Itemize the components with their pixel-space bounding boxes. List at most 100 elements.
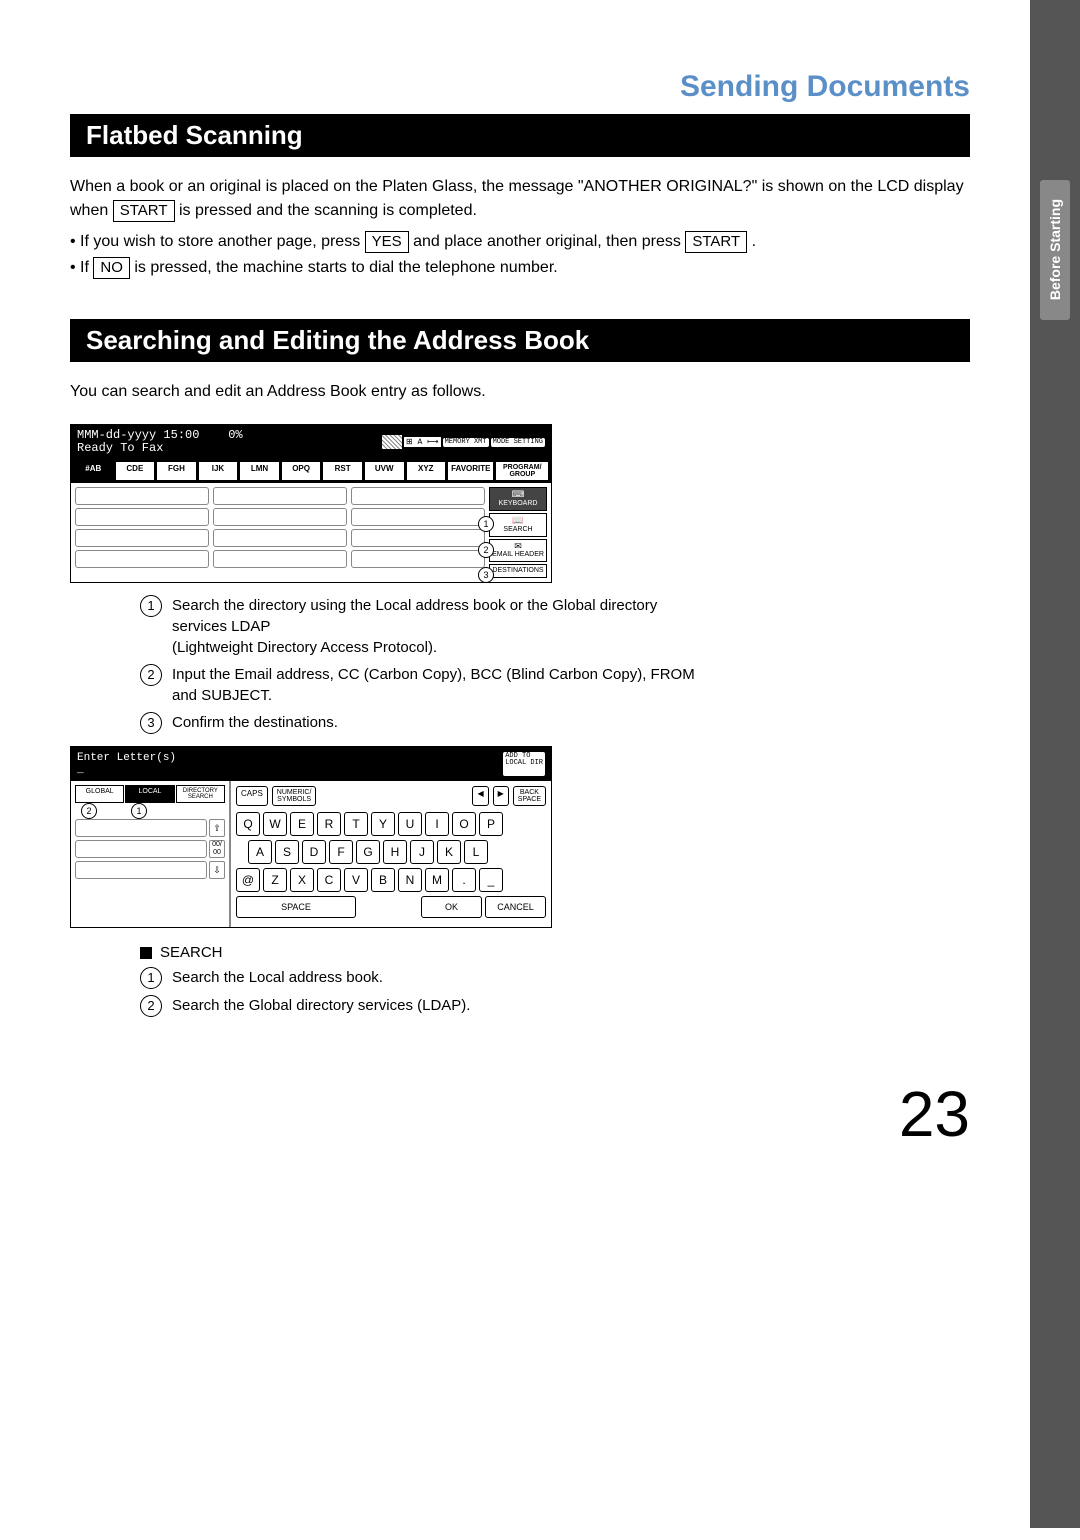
list-slot[interactable] bbox=[75, 819, 207, 837]
page-number: 23 bbox=[70, 1077, 970, 1151]
numeric-symbols-button[interactable]: NUMERIC/ SYMBOLS bbox=[272, 786, 317, 806]
key[interactable]: E bbox=[290, 812, 314, 836]
tab-program-group[interactable]: PROGRAM/ GROUP bbox=[495, 461, 549, 481]
backspace-button[interactable]: BACK SPACE bbox=[513, 786, 546, 806]
key[interactable]: W bbox=[263, 812, 287, 836]
key[interactable]: P bbox=[479, 812, 503, 836]
tab-xyz[interactable]: XYZ bbox=[406, 461, 447, 481]
keyboard-row-2: A S D F G H J K L bbox=[248, 840, 546, 864]
directory-search-tab[interactable]: DIRECTORY SEARCH bbox=[176, 785, 225, 803]
callout-2b: 2 bbox=[81, 803, 97, 819]
section-addressbook-heading: Searching and Editing the Address Book bbox=[70, 319, 970, 362]
step-number: 2 bbox=[140, 995, 162, 1017]
ok-button[interactable]: OK bbox=[421, 896, 482, 918]
key[interactable]: K bbox=[437, 840, 461, 864]
list-slot[interactable] bbox=[75, 840, 207, 858]
key[interactable]: @ bbox=[236, 868, 260, 892]
tab-rst[interactable]: RST bbox=[322, 461, 363, 481]
yes-key: YES bbox=[365, 231, 409, 253]
list-slot[interactable] bbox=[213, 550, 347, 568]
list-slot[interactable] bbox=[351, 529, 485, 547]
cancel-button[interactable]: CANCEL bbox=[485, 896, 546, 918]
list-slot[interactable] bbox=[75, 861, 207, 879]
key[interactable]: Y bbox=[371, 812, 395, 836]
key[interactable]: V bbox=[344, 868, 368, 892]
step-number: 3 bbox=[140, 712, 162, 734]
tab-cde[interactable]: CDE bbox=[115, 461, 156, 481]
list-slot[interactable] bbox=[75, 508, 209, 526]
destinations-button[interactable]: 3 DESTINATIONS bbox=[489, 564, 547, 578]
memory-xmt-button[interactable]: MEMORY XMT bbox=[443, 438, 489, 447]
email-header-button[interactable]: 2 ✉EMAIL HEADER bbox=[489, 539, 547, 563]
list-slot[interactable] bbox=[213, 487, 347, 505]
cursor-left[interactable]: ◀ bbox=[472, 786, 488, 806]
list-slot[interactable] bbox=[351, 550, 485, 568]
keyboard-row-3: @ Z X C V B N M . _ bbox=[236, 868, 546, 892]
space-key[interactable]: SPACE bbox=[236, 896, 356, 918]
tab-favorite[interactable]: FAVORITE bbox=[447, 461, 494, 481]
caps-button[interactable]: CAPS bbox=[236, 786, 268, 806]
search-button[interactable]: 1 📖SEARCH bbox=[489, 513, 547, 537]
key[interactable]: F bbox=[329, 840, 353, 864]
key[interactable]: Z bbox=[263, 868, 287, 892]
tab-lmn[interactable]: LMN bbox=[239, 461, 280, 481]
side-tab-bar: Before Starting bbox=[1030, 0, 1080, 1528]
scroll-up[interactable]: ⇧ bbox=[209, 819, 225, 837]
key[interactable]: J bbox=[410, 840, 434, 864]
list-slot[interactable] bbox=[213, 529, 347, 547]
section-flatbed-heading: Flatbed Scanning bbox=[70, 114, 970, 157]
lcd-screen-keyboard: Enter Letter(s)_ ADD TO LOCAL DIR GLOBAL… bbox=[70, 746, 552, 928]
callout-2: 2 bbox=[478, 542, 494, 558]
key[interactable]: T bbox=[344, 812, 368, 836]
list-slot[interactable] bbox=[351, 508, 485, 526]
list-slot[interactable] bbox=[351, 487, 485, 505]
steps-list-2: 1 Search the Local address book. 2 Searc… bbox=[140, 967, 700, 1017]
global-tab[interactable]: GLOBAL bbox=[75, 785, 124, 803]
tab-ab[interactable]: #AB bbox=[73, 461, 114, 481]
callout-1b: 1 bbox=[131, 803, 147, 819]
step-text: Confirm the destinations. bbox=[172, 712, 338, 734]
key[interactable]: Q bbox=[236, 812, 260, 836]
key[interactable]: N bbox=[398, 868, 422, 892]
keyboard-button[interactable]: ⌨KEYBOARD bbox=[489, 487, 547, 511]
flatbed-bullet-2: • If NO is pressed, the machine starts t… bbox=[70, 257, 970, 279]
step-number: 2 bbox=[140, 664, 162, 686]
key[interactable]: S bbox=[275, 840, 299, 864]
key[interactable]: C bbox=[317, 868, 341, 892]
list-slot[interactable] bbox=[213, 508, 347, 526]
search-subheading: SEARCH bbox=[140, 944, 970, 961]
list-slot[interactable] bbox=[75, 550, 209, 568]
key[interactable]: A bbox=[248, 840, 272, 864]
side-tab-label: Before Starting bbox=[1047, 199, 1063, 300]
callout-1: 1 bbox=[478, 516, 494, 532]
tab-fgh[interactable]: FGH bbox=[156, 461, 197, 481]
key[interactable]: O bbox=[452, 812, 476, 836]
key[interactable]: I bbox=[425, 812, 449, 836]
list-slot[interactable] bbox=[75, 529, 209, 547]
keyboard-row-1: Q W E R T Y U I O P bbox=[236, 812, 546, 836]
key[interactable]: R bbox=[317, 812, 341, 836]
key[interactable]: G bbox=[356, 840, 380, 864]
key[interactable]: U bbox=[398, 812, 422, 836]
tab-opq[interactable]: OPQ bbox=[281, 461, 322, 481]
key[interactable]: B bbox=[371, 868, 395, 892]
add-to-local-button[interactable]: ADD TO LOCAL DIR bbox=[503, 752, 545, 776]
key[interactable]: D bbox=[302, 840, 326, 864]
list-slot[interactable] bbox=[75, 487, 209, 505]
tab-ijk[interactable]: IJK bbox=[198, 461, 239, 481]
key[interactable]: . bbox=[452, 868, 476, 892]
mode-setting-button[interactable]: MODE SETTING bbox=[491, 438, 545, 447]
key[interactable]: H bbox=[383, 840, 407, 864]
key[interactable]: X bbox=[290, 868, 314, 892]
key[interactable]: L bbox=[464, 840, 488, 864]
addr-intro: You can search and edit an Address Book … bbox=[70, 380, 970, 404]
key[interactable]: _ bbox=[479, 868, 503, 892]
key[interactable]: M bbox=[425, 868, 449, 892]
cursor-right[interactable]: ▶ bbox=[493, 786, 509, 806]
doc-title: Sending Documents bbox=[70, 70, 970, 104]
scroll-down[interactable]: ⇩ bbox=[209, 861, 225, 879]
step-text: Search the Local address book. bbox=[172, 967, 383, 989]
step-number: 1 bbox=[140, 967, 162, 989]
local-tab[interactable]: LOCAL bbox=[125, 785, 174, 803]
tab-uvw[interactable]: UVW bbox=[364, 461, 405, 481]
